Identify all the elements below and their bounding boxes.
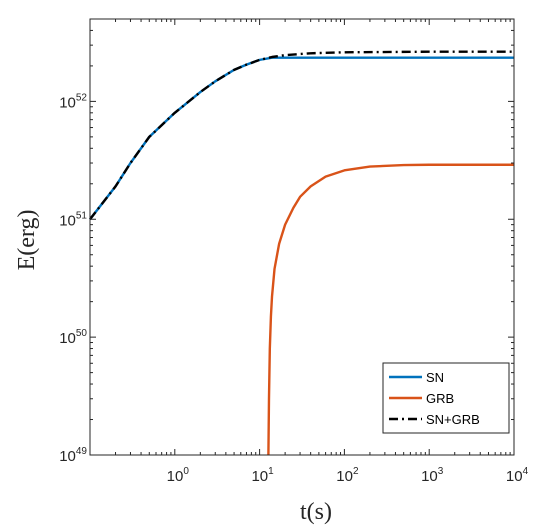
series-line-sn-grb bbox=[89, 50, 514, 220]
legend-label: SN bbox=[426, 370, 444, 385]
x-tick-label: 100 bbox=[167, 466, 190, 485]
legend-label: GRB bbox=[426, 391, 454, 406]
x-tick-label: 103 bbox=[421, 466, 444, 485]
x-tick-label: 101 bbox=[251, 466, 274, 485]
x-tick-label: 104 bbox=[506, 466, 529, 485]
tick-label-layer: 100 101 102 103 104 1049 1050 1051 1052 bbox=[59, 92, 528, 485]
legend-items: SN GRB SN+GRB bbox=[389, 370, 480, 427]
tick-layer bbox=[89, 18, 515, 456]
series-line-grb bbox=[267, 163, 514, 456]
y-axis-title: E(erg) bbox=[14, 210, 40, 271]
x-tick-label: 102 bbox=[336, 466, 359, 485]
legend: SN GRB SN+GRB bbox=[382, 362, 510, 434]
y-tick-label: 1050 bbox=[59, 328, 87, 347]
series-layer bbox=[89, 50, 514, 456]
x-axis-title: t(s) bbox=[300, 499, 332, 525]
legend-label: SN+GRB bbox=[426, 412, 480, 427]
plot-frame bbox=[89, 18, 515, 456]
y-tick-label: 1052 bbox=[59, 92, 87, 111]
y-tick-label: 1049 bbox=[59, 446, 87, 465]
y-tick-label: 1051 bbox=[59, 210, 87, 229]
